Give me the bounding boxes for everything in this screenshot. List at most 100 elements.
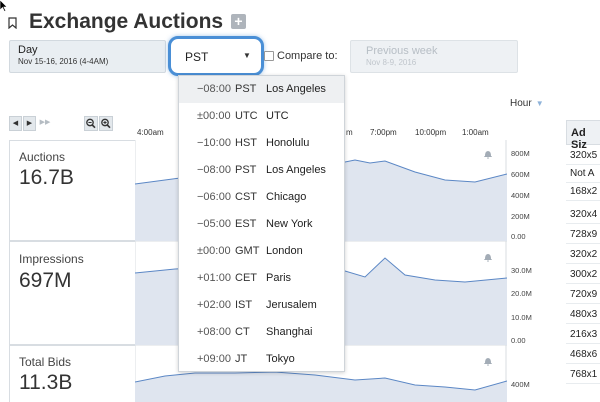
timezone-city: Honolulu	[266, 137, 310, 149]
axis-label: 10.0M	[511, 313, 532, 322]
timezone-code: JT	[235, 353, 248, 365]
timezone-offset: +09:00	[197, 353, 231, 365]
bids-area	[135, 372, 507, 402]
add-button[interactable]: +	[231, 14, 246, 29]
zoom-out-button[interactable]	[84, 116, 98, 131]
timezone-offset: ±00:00	[197, 245, 231, 257]
axis-label: 0.00	[511, 336, 526, 345]
caret-down-icon: ▼	[535, 99, 544, 108]
compare-label: Compare to:	[277, 50, 338, 62]
timezone-offset: +08:00	[197, 326, 231, 338]
timezone-option[interactable]: +01:00 CET Paris	[179, 265, 344, 292]
bids-line	[135, 371, 507, 391]
ad-size-row[interactable]: Not A	[566, 165, 600, 183]
zoom-out-icon	[86, 118, 96, 129]
timezone-city: Paris	[266, 272, 292, 284]
title-bar: Exchange Auctions +	[0, 6, 600, 36]
timezone-city: Jerusalem	[266, 299, 317, 311]
timezone-code: UTC	[235, 110, 258, 122]
axis-label: 30.0M	[511, 266, 532, 275]
timezone-offset: −08:00	[197, 164, 231, 176]
timezone-option[interactable]: ±00:00 GMT London	[179, 238, 344, 265]
timezone-code: CST	[235, 191, 257, 203]
ad-size-row[interactable]: 320x5	[566, 147, 600, 165]
date-range-label: Day	[18, 44, 38, 56]
ad-size-row[interactable]: 300x2	[566, 266, 600, 284]
zoom-in-icon	[101, 118, 111, 129]
ad-size-row[interactable]: 320x2	[566, 246, 600, 264]
metric-name: Total Bids	[19, 355, 72, 369]
timezone-option[interactable]: +02:00 IST Jerusalem	[179, 292, 344, 319]
timezone-offset: ±00:00	[197, 110, 231, 122]
granularity-value: Hour	[510, 98, 532, 109]
metric-panel-auctions[interactable]: Auctions 16.7B	[9, 140, 135, 241]
ad-size-row[interactable]: 480x3	[566, 306, 600, 324]
timezone-select-value: PST	[185, 50, 209, 64]
caret-down-icon: ▼	[243, 51, 251, 60]
timezone-option[interactable]: −06:00 CST Chicago	[179, 184, 344, 211]
ad-size-row[interactable]: 468x6	[566, 346, 600, 364]
timezone-offset: −05:00	[197, 218, 231, 230]
bell-icon[interactable]	[483, 356, 493, 366]
timezone-offset: −10:00	[197, 137, 231, 149]
axis-label: 0.00	[511, 232, 526, 241]
axis-label: 400M	[511, 191, 530, 200]
bookmark-icon[interactable]	[8, 17, 17, 29]
metric-name: Auctions	[19, 150, 66, 164]
metric-panel-impressions[interactable]: Impressions 697M	[9, 241, 135, 345]
zoom-in-button[interactable]	[99, 116, 113, 131]
timezone-offset: −08:00	[197, 83, 231, 95]
timezone-code: EST	[235, 218, 257, 230]
bell-icon[interactable]	[483, 149, 493, 159]
timezone-city: Shanghai	[266, 326, 313, 338]
timezone-option[interactable]: +09:00 JT Tokyo	[179, 346, 344, 373]
timezone-option[interactable]: ±00:00 UTC UTC	[179, 103, 344, 130]
metric-panel-total-bids[interactable]: Total Bids 11.3B	[9, 345, 135, 402]
ad-size-row[interactable]: 720x9	[566, 286, 600, 304]
timezone-offset: −06:00	[197, 191, 231, 203]
fast-forward-icon: ▶▶	[39, 119, 51, 126]
metric-value: 11.3B	[19, 371, 73, 394]
ad-size-header[interactable]: Ad Siz	[566, 120, 600, 151]
timezone-dropdown-menu: −08:00 PST Los Angeles ±00:00 UTC UTC −1…	[178, 75, 345, 372]
bell-icon[interactable]	[483, 252, 493, 262]
prev-period-button[interactable]: ◀	[9, 116, 22, 131]
timezone-city: New York	[266, 218, 313, 230]
arrow-right-icon: ▶	[26, 120, 33, 127]
timezone-code: CT	[235, 326, 250, 338]
timezone-code: CET	[235, 272, 257, 284]
ad-size-row[interactable]: 728x9	[566, 226, 600, 244]
axis-label: 800M	[511, 149, 530, 158]
granularity-select[interactable]: Hour ▼	[510, 98, 544, 109]
timeline-label: 10:00pm	[415, 128, 447, 137]
timezone-option[interactable]: −10:00 HST Honolulu	[179, 130, 344, 157]
next-period-button[interactable]: ▶	[23, 116, 36, 131]
ad-size-row[interactable]: 216x3	[566, 326, 600, 344]
timezone-city: UTC	[266, 110, 289, 122]
timezone-city: Chicago	[266, 191, 307, 203]
axis-label: 400M	[511, 380, 530, 389]
timezone-option[interactable]: +08:00 CT Shanghai	[179, 319, 344, 346]
axis-label: 20.0M	[511, 289, 532, 298]
timezone-code: PST	[235, 83, 257, 95]
date-range-value: Nov 15-16, 2016 (4-4AM)	[18, 57, 109, 66]
compare-checkbox[interactable]	[264, 51, 274, 61]
ad-size-row[interactable]: 168x2	[566, 183, 600, 201]
compare-range-picker[interactable]: Previous week Nov 8-9, 2016	[350, 40, 518, 73]
timeline-label: 4:00am	[137, 128, 164, 137]
timezone-option[interactable]: −08:00 PST Los Angeles	[179, 76, 344, 103]
timezone-city: Los Angeles	[266, 164, 326, 176]
timezone-city: Los Angeles	[266, 83, 326, 95]
last-period-button[interactable]: ▶▶	[37, 116, 53, 131]
page-title: Exchange Auctions	[29, 10, 224, 33]
arrow-left-icon: ◀	[12, 120, 19, 127]
timezone-option[interactable]: −08:00 PST Los Angeles	[179, 157, 344, 184]
timezone-select[interactable]: PST ▼	[168, 36, 264, 76]
timezone-option[interactable]: −05:00 EST New York	[179, 211, 344, 238]
ad-size-row[interactable]: 320x4	[566, 206, 600, 224]
plus-icon: +	[234, 13, 243, 29]
ad-size-row[interactable]: 768x1	[566, 366, 600, 384]
timeline-label: 7:00pm	[370, 128, 397, 137]
date-range-picker[interactable]: Day Nov 15-16, 2016 (4-4AM)	[9, 40, 166, 73]
timeline-label: m	[346, 128, 353, 137]
